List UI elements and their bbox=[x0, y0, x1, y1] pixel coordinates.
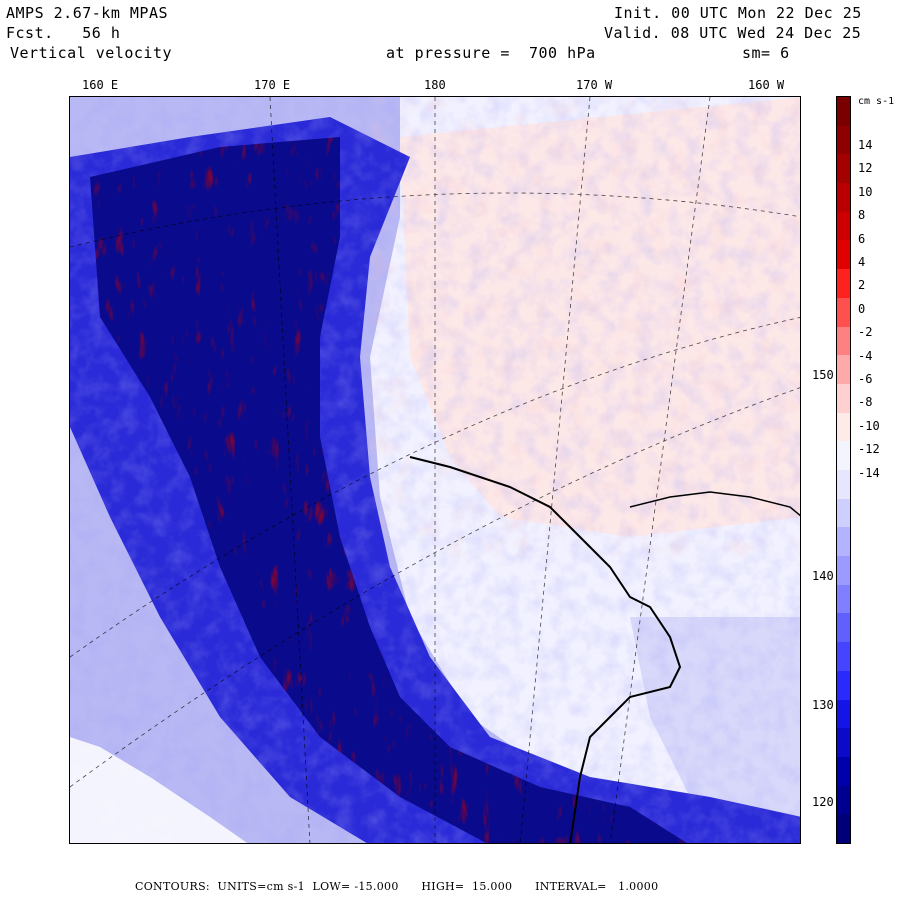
ice-shelf-edge bbox=[629, 491, 800, 517]
colorbar-segment bbox=[837, 670, 850, 701]
colorbar-segment bbox=[837, 814, 850, 844]
colorbar-segment bbox=[837, 326, 850, 356]
colorbar-segment bbox=[837, 642, 850, 672]
colorbar-segment bbox=[837, 527, 850, 557]
model-title: AMPS 2.67-km MPAS bbox=[6, 4, 169, 22]
colorbar-segment bbox=[837, 441, 850, 471]
colorbar-segment bbox=[837, 699, 850, 729]
colorbar-segment bbox=[837, 297, 850, 328]
colorbar-label: -10 bbox=[858, 418, 880, 433]
colorbar-segment bbox=[837, 125, 850, 155]
color-scale-bar bbox=[836, 96, 851, 844]
colorbar-label: -14 bbox=[858, 465, 880, 480]
colorbar-label: 12 bbox=[858, 161, 873, 176]
colorbar-label: 0 bbox=[858, 301, 866, 316]
colorbar-segment bbox=[837, 269, 850, 299]
lon-label-160w: 160 W bbox=[748, 78, 785, 92]
lon-label-180: 180 bbox=[424, 78, 446, 92]
init-time: Init. 00 UTC Mon 22 Dec 25 bbox=[614, 4, 862, 22]
lon-label-160e: 160 E bbox=[82, 78, 119, 92]
colorbar-segment bbox=[837, 412, 850, 442]
colorbar-segment bbox=[837, 556, 850, 586]
snow-patch bbox=[70, 737, 248, 843]
colorbar-segment bbox=[837, 211, 850, 241]
colorbar-label: 2 bbox=[858, 278, 866, 293]
colorbar-segment bbox=[837, 183, 850, 213]
colorbar-label: 10 bbox=[858, 184, 873, 199]
colorbar-segment bbox=[837, 613, 850, 643]
smoothing-label: sm= 6 bbox=[742, 44, 790, 62]
contour-info: CONTOURS: UNITS=cm s-1 LOW= -15.000 HIGH… bbox=[135, 880, 659, 893]
colorbar-segment bbox=[837, 728, 850, 758]
colorbar-segment bbox=[837, 498, 850, 528]
colorbar-label: 6 bbox=[858, 231, 866, 246]
colorbar-segment bbox=[837, 97, 850, 127]
vertical-velocity-map bbox=[69, 96, 801, 844]
colorbar-label: 14 bbox=[858, 138, 873, 152]
colorbar-segment bbox=[837, 756, 850, 787]
colorbar-segment bbox=[837, 785, 850, 815]
lon-label-170e: 170 E bbox=[254, 78, 291, 92]
colorbar-segment bbox=[837, 154, 850, 184]
colorbar-segment bbox=[837, 240, 850, 270]
map-canvas bbox=[70, 97, 800, 843]
colorbar-label: -6 bbox=[858, 372, 873, 386]
field-name: Vertical velocity bbox=[10, 44, 173, 62]
colorbar-label: -4 bbox=[858, 348, 873, 363]
colorbar-label: -12 bbox=[858, 442, 880, 457]
forecast-hour: Fcst. 56 h bbox=[6, 24, 121, 42]
colorbar-units: cm s-1 bbox=[858, 96, 895, 107]
colorbar-label: -2 bbox=[858, 325, 873, 340]
colorbar-segment bbox=[837, 355, 850, 385]
colorbar-label: 8 bbox=[858, 208, 866, 223]
colorbar-segment bbox=[837, 383, 850, 414]
pressure-level: at pressure = 700 hPa bbox=[386, 44, 596, 62]
colorbar-label: 4 bbox=[858, 255, 866, 269]
colorbar-label: -8 bbox=[858, 395, 873, 410]
colorbar-segment bbox=[837, 584, 850, 614]
coastline bbox=[409, 456, 682, 843]
valid-time: Valid. 08 UTC Wed 24 Dec 25 bbox=[604, 24, 862, 42]
lat-lon-grid bbox=[70, 97, 800, 843]
lon-label-170w: 170 W bbox=[576, 78, 613, 92]
colorbar-segment bbox=[837, 470, 850, 500]
